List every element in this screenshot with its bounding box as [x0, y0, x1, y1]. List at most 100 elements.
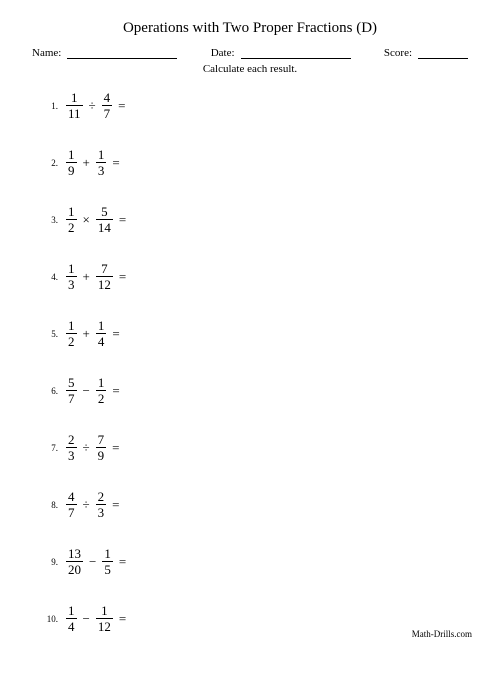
problem-row: 4.13+712= [44, 262, 468, 291]
denominator-b: 3 [96, 504, 107, 519]
problem-index: 10. [44, 614, 66, 624]
header-row: Name: Date: Score: [32, 47, 468, 59]
denominator-b: 5 [102, 561, 113, 576]
fraction-b: 14 [96, 319, 107, 348]
fraction-a: 12 [66, 319, 77, 348]
fraction-a: 19 [66, 148, 77, 177]
operator: − [77, 611, 96, 627]
operator: ÷ [83, 98, 102, 114]
worksheet-page: Operations with Two Proper Fractions (D)… [0, 0, 500, 691]
operator: × [77, 212, 96, 228]
denominator-a: 3 [66, 276, 77, 291]
date-blank[interactable] [241, 47, 351, 59]
denominator-a: 9 [66, 162, 77, 177]
numerator-a: 1 [66, 604, 77, 618]
fraction-a: 13 [66, 262, 77, 291]
denominator-a: 2 [66, 333, 77, 348]
problem-row: 10.14−112= [44, 604, 468, 633]
problem-list: 1.111÷47=2.19+13=3.12×514=4.13+712=5.12+… [44, 91, 468, 633]
problem-row: 1.111÷47= [44, 91, 468, 120]
numerator-a: 4 [66, 490, 77, 504]
numerator-b: 1 [102, 547, 113, 561]
numerator-a: 5 [66, 376, 77, 390]
problem-index: 3. [44, 215, 66, 225]
problem-index: 8. [44, 500, 66, 510]
name-blank[interactable] [67, 47, 177, 59]
denominator-a: 2 [66, 219, 77, 234]
operator: ÷ [77, 497, 96, 513]
fraction-b: 79 [96, 433, 107, 462]
numerator-a: 1 [69, 91, 80, 105]
fraction-a: 1320 [66, 547, 83, 576]
fraction-b: 112 [96, 604, 113, 633]
equals-sign: = [112, 98, 131, 114]
fraction-a: 14 [66, 604, 77, 633]
fraction-a: 57 [66, 376, 77, 405]
numerator-b: 1 [96, 319, 107, 333]
problem-row: 7.23÷79= [44, 433, 468, 462]
operator: + [77, 155, 96, 171]
fraction-b: 514 [96, 205, 113, 234]
denominator-a: 7 [66, 390, 77, 405]
fraction-b: 15 [102, 547, 113, 576]
numerator-b: 4 [102, 91, 113, 105]
equals-sign: = [106, 383, 125, 399]
numerator-b: 5 [99, 205, 110, 219]
denominator-b: 3 [96, 162, 107, 177]
problem-row: 9.1320−15= [44, 547, 468, 576]
fraction-b: 23 [96, 490, 107, 519]
denominator-b: 14 [96, 219, 113, 234]
footer-credit: Math-Drills.com [412, 629, 472, 639]
denominator-a: 7 [66, 504, 77, 519]
operator: − [83, 554, 102, 570]
numerator-b: 2 [96, 490, 107, 504]
operator: + [77, 269, 96, 285]
problem-row: 6.57−12= [44, 376, 468, 405]
equals-sign: = [113, 269, 132, 285]
problem-row: 5.12+14= [44, 319, 468, 348]
numerator-a: 1 [66, 262, 77, 276]
problem-row: 2.19+13= [44, 148, 468, 177]
name-label: Name: [32, 47, 61, 59]
denominator-b: 9 [96, 447, 107, 462]
fraction-b: 13 [96, 148, 107, 177]
problem-index: 6. [44, 386, 66, 396]
numerator-a: 1 [66, 319, 77, 333]
page-title: Operations with Two Proper Fractions (D) [32, 20, 468, 37]
score-label: Score: [384, 47, 412, 59]
score-blank[interactable] [418, 47, 468, 59]
fraction-b: 12 [96, 376, 107, 405]
equals-sign: = [113, 554, 132, 570]
equals-sign: = [106, 497, 125, 513]
problem-index: 2. [44, 158, 66, 168]
instruction-text: Calculate each result. [32, 63, 468, 75]
denominator-b: 4 [96, 333, 107, 348]
problem-index: 5. [44, 329, 66, 339]
equals-sign: = [106, 155, 125, 171]
date-label: Date: [211, 47, 235, 59]
numerator-b: 1 [99, 604, 110, 618]
numerator-a: 13 [66, 547, 83, 561]
denominator-b: 7 [102, 105, 113, 120]
denominator-b: 12 [96, 276, 113, 291]
denominator-a: 20 [66, 561, 83, 576]
problem-index: 9. [44, 557, 66, 567]
denominator-a: 3 [66, 447, 77, 462]
fraction-a: 23 [66, 433, 77, 462]
problem-index: 4. [44, 272, 66, 282]
operator: + [77, 326, 96, 342]
operator: ÷ [77, 440, 96, 456]
operator: − [77, 383, 96, 399]
fraction-a: 12 [66, 205, 77, 234]
numerator-b: 1 [96, 376, 107, 390]
fraction-a: 47 [66, 490, 77, 519]
denominator-a: 4 [66, 618, 77, 633]
equals-sign: = [113, 611, 132, 627]
numerator-b: 1 [96, 148, 107, 162]
numerator-a: 1 [66, 148, 77, 162]
equals-sign: = [106, 440, 125, 456]
fraction-b: 47 [102, 91, 113, 120]
equals-sign: = [106, 326, 125, 342]
problem-index: 7. [44, 443, 66, 453]
problem-row: 3.12×514= [44, 205, 468, 234]
